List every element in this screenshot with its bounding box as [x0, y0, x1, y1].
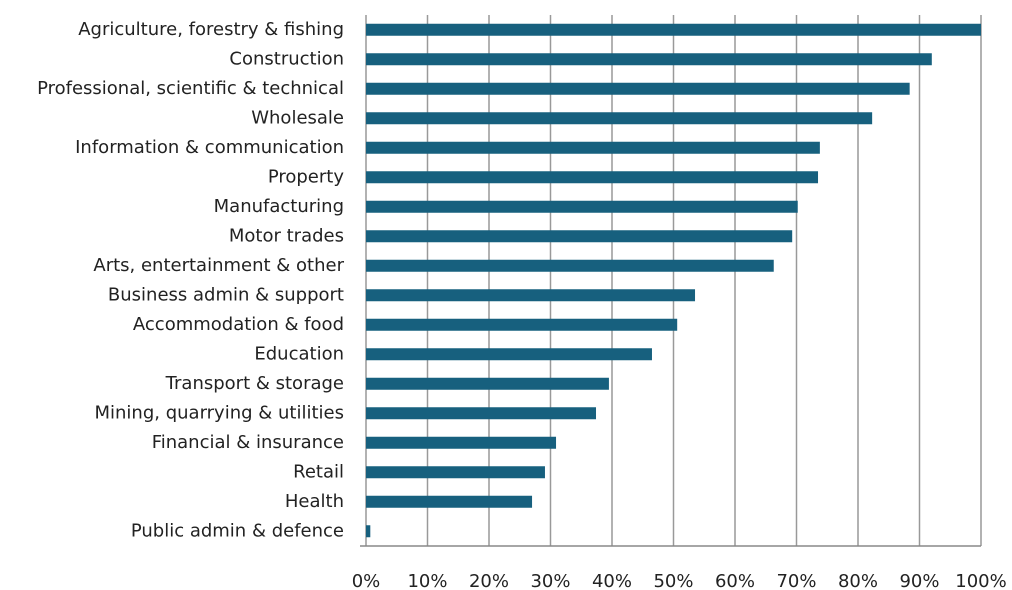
- bar: [366, 407, 597, 420]
- y-tick-label: Manufacturing: [214, 196, 344, 217]
- bar: [366, 141, 820, 154]
- y-tick-label: Education: [254, 343, 344, 364]
- x-tick-label: 70%: [776, 571, 816, 590]
- y-tick-label: Transport & storage: [165, 373, 344, 394]
- y-tick-label: Accommodation & food: [133, 314, 344, 335]
- bar: [366, 82, 910, 95]
- bar: [366, 230, 793, 243]
- y-tick-label: Information & communication: [75, 137, 344, 158]
- y-tick-label: Health: [285, 491, 344, 512]
- y-tick-label: Property: [268, 166, 345, 187]
- x-tick-label: 10%: [407, 571, 447, 590]
- bar: [366, 318, 678, 331]
- x-tick-label: 50%: [653, 571, 693, 590]
- y-tick-label: Business admin & support: [108, 284, 344, 305]
- x-tick-label: 0%: [352, 571, 381, 590]
- bar: [366, 200, 798, 213]
- y-tick-label: Retail: [293, 461, 344, 482]
- x-tick-label: 100%: [955, 571, 1006, 590]
- bar: [366, 23, 981, 36]
- bar: [366, 377, 609, 390]
- x-tick-label: 20%: [469, 571, 509, 590]
- y-tick-label: Arts, entertainment & other: [93, 255, 344, 276]
- bar: [366, 171, 819, 184]
- y-tick-label: Wholesale: [251, 107, 344, 128]
- x-tick-label: 90%: [899, 571, 939, 590]
- x-tick-label: 40%: [592, 571, 632, 590]
- y-tick-label: Agriculture, forestry & fishing: [78, 19, 344, 40]
- bar: [366, 495, 533, 508]
- x-tick-label: 80%: [838, 571, 878, 590]
- x-tick-label: 60%: [715, 571, 755, 590]
- bar: [366, 289, 696, 302]
- y-tick-label: Motor trades: [229, 225, 344, 246]
- y-tick-label: Financial & insurance: [152, 432, 344, 453]
- bar: [366, 525, 371, 538]
- y-tick-label: Construction: [229, 48, 344, 69]
- bar: [366, 466, 545, 479]
- y-tick-label: Mining, quarrying & utilities: [94, 402, 344, 423]
- bar: [366, 259, 774, 272]
- x-tick-label: 30%: [530, 571, 570, 590]
- bar: [366, 436, 557, 449]
- bar: [366, 348, 652, 361]
- y-tick-label: Professional, scientific & technical: [37, 78, 344, 99]
- y-tick-label: Public admin & defence: [131, 520, 344, 541]
- bar: [366, 53, 932, 66]
- bar: [366, 112, 873, 125]
